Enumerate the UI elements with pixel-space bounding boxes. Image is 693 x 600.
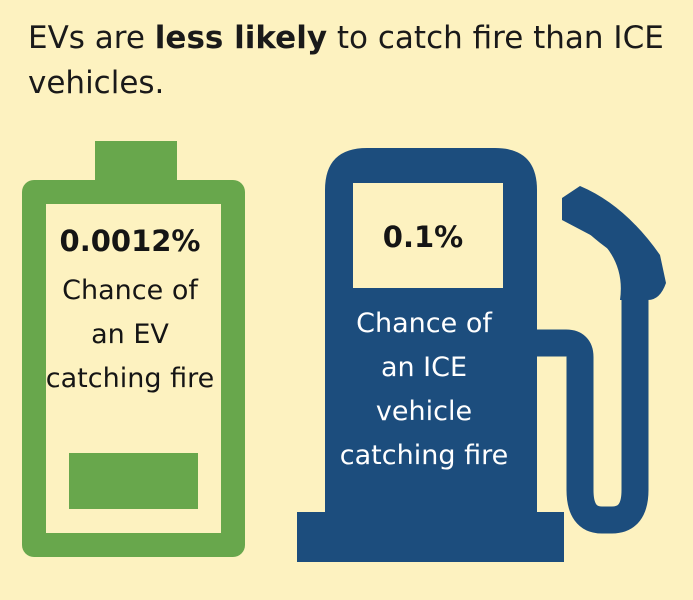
headline-bold: less likely — [154, 20, 328, 56]
pump-window — [353, 183, 503, 288]
ice-percent: 0.1% — [382, 220, 464, 254]
battery-icon — [22, 141, 245, 557]
pump-base — [297, 512, 564, 562]
battery-level-bar — [69, 453, 198, 509]
headline-part2: to catch fire than ICE vehicles. — [28, 20, 664, 101]
fuel-pump-icon — [297, 148, 666, 562]
headline-part1: EVs are — [28, 20, 155, 56]
headline: EVs are less likely to catch fire than I… — [28, 16, 668, 106]
ice-description: Chance of an ICE vehicle catching fire — [339, 308, 509, 471]
ev-description: Chance of an EV catching fire — [45, 275, 215, 394]
pump-nozzle — [562, 186, 666, 300]
ev-percent: 0.0012% — [59, 224, 201, 258]
